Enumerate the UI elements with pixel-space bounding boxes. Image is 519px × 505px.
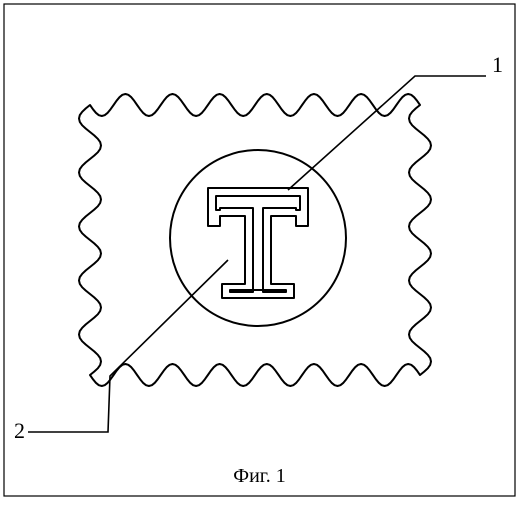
outer-frame (4, 4, 515, 496)
figure-svg: 12 (0, 0, 519, 500)
t-mark-outline (208, 188, 308, 298)
callout-label-1: 1 (492, 52, 503, 77)
figure-1: 12 Фиг. 1 (0, 0, 519, 500)
wavy-fabric-patch (79, 94, 431, 386)
center-circle (170, 150, 346, 326)
figure-caption: Фиг. 1 (0, 465, 519, 488)
callout-label-2: 2 (14, 418, 25, 443)
callout-leader-2 (28, 260, 228, 432)
